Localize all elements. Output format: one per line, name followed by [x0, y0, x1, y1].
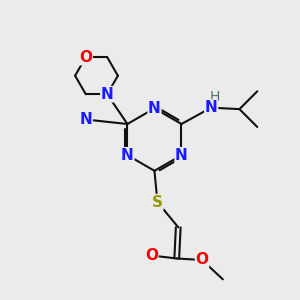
Text: N: N — [121, 148, 134, 163]
Text: O: O — [145, 248, 158, 263]
Text: H: H — [210, 90, 220, 104]
Text: S: S — [152, 194, 163, 209]
Text: N: N — [80, 112, 92, 127]
Text: N: N — [101, 87, 114, 102]
Text: N: N — [175, 148, 188, 163]
Text: N: N — [148, 101, 161, 116]
Text: O: O — [196, 253, 208, 268]
Text: N: N — [205, 100, 217, 115]
Text: O: O — [79, 50, 92, 65]
